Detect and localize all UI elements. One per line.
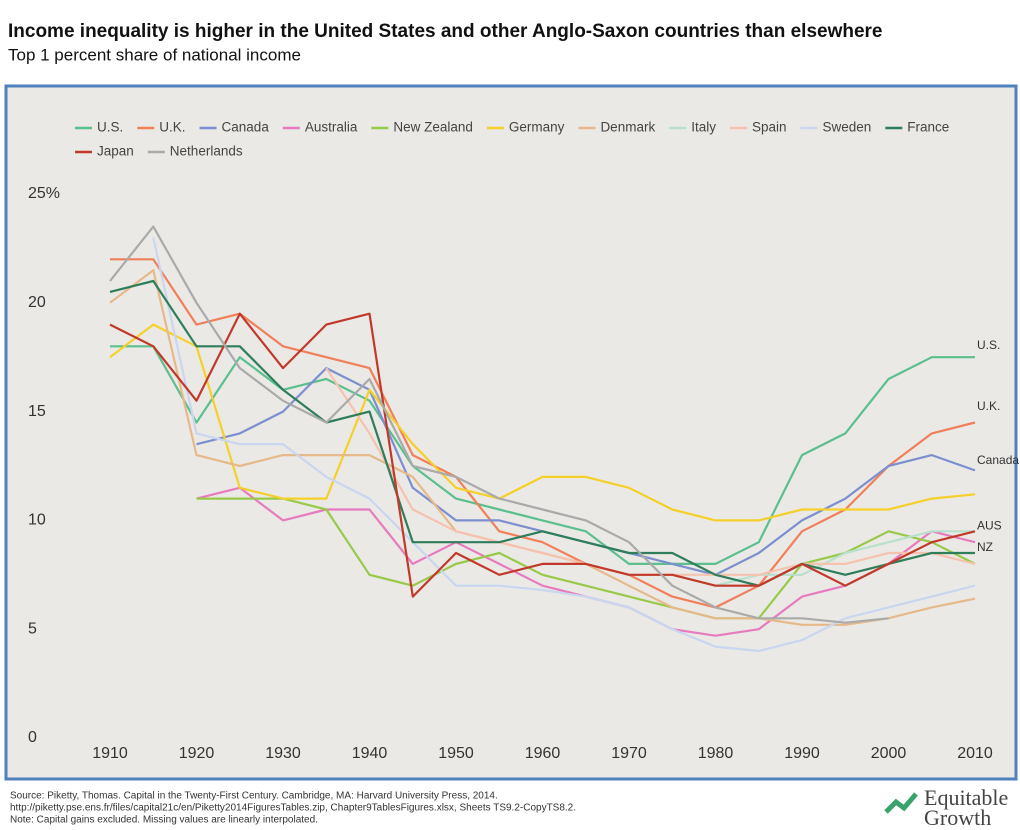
source-note: http://piketty.pse.ens.fr/files/capital2… bbox=[10, 803, 576, 814]
legend-label: Spain bbox=[752, 120, 787, 135]
legend-item: Spain bbox=[729, 120, 787, 135]
series-line bbox=[109, 323, 976, 522]
logo-text: Equitable bbox=[924, 785, 1008, 810]
annotation: Canada bbox=[977, 453, 1019, 467]
legend-item: Canada bbox=[199, 120, 270, 135]
series-line bbox=[110, 345, 975, 565]
legend-label: Japan bbox=[97, 144, 134, 159]
x-tick-label: 1920 bbox=[179, 745, 215, 762]
chart-subtitle: Top 1 percent share of national income bbox=[8, 45, 301, 64]
legend-label: Italy bbox=[691, 120, 716, 135]
x-tick-label: 1970 bbox=[611, 745, 647, 762]
y-tick-label: 0 bbox=[28, 729, 37, 746]
legend-label: France bbox=[907, 120, 949, 135]
legend-item: New Zealand bbox=[371, 120, 473, 135]
legend-item: Japan bbox=[75, 144, 134, 159]
chart-title: Income inequality is higher in the Unite… bbox=[8, 21, 883, 42]
y-tick-label: 5 bbox=[28, 620, 37, 637]
logo: Equitable Growth bbox=[884, 785, 1008, 830]
x-tick-label: 1940 bbox=[352, 745, 388, 762]
legend-label: Netherlands bbox=[170, 144, 243, 159]
x-tick-label: 2000 bbox=[871, 745, 907, 762]
legend-item: U.S. bbox=[75, 120, 123, 135]
legend-item: Italy bbox=[669, 120, 716, 135]
x-tick-label: 1930 bbox=[265, 745, 301, 762]
series-line bbox=[109, 225, 889, 624]
series-line bbox=[109, 279, 975, 587]
legend-item: Denmark bbox=[578, 120, 655, 135]
legend-label: Canada bbox=[222, 120, 270, 135]
source-note: Source: Piketty, Thomas. Capital in the … bbox=[10, 791, 498, 802]
x-tick-label: 2010 bbox=[957, 745, 993, 762]
legend-item: U.K. bbox=[137, 120, 186, 135]
legend-label: Sweden bbox=[823, 120, 872, 135]
legend-label: New Zealand bbox=[393, 120, 473, 135]
series-line bbox=[110, 258, 976, 609]
annotation: AUS bbox=[977, 518, 1002, 532]
x-tick-label: 1910 bbox=[92, 745, 128, 762]
logo-icon bbox=[884, 792, 918, 814]
series-line bbox=[109, 312, 976, 598]
y-tick-label: 20 bbox=[28, 294, 46, 311]
x-tick-label: 1990 bbox=[784, 745, 820, 762]
legend-label: U.K. bbox=[159, 120, 185, 135]
x-tick-label: 1950 bbox=[438, 745, 474, 762]
annotation: U.K. bbox=[977, 399, 1000, 413]
legend-label: Germany bbox=[509, 120, 565, 135]
y-tick-label: 10 bbox=[28, 512, 46, 529]
x-tick-label: 1960 bbox=[525, 745, 561, 762]
legend-item: Australia bbox=[282, 120, 358, 135]
source-note: Note: Capital gains excluded. Missing va… bbox=[10, 815, 318, 826]
legend-item: Sweden bbox=[800, 120, 872, 135]
x-tick-label: 1980 bbox=[698, 745, 734, 762]
legend-label: Denmark bbox=[600, 120, 655, 135]
y-tick-label: 25% bbox=[28, 185, 60, 202]
chart-background bbox=[4, 84, 1018, 781]
y-tick-label: 15 bbox=[28, 403, 46, 420]
legend-label: U.S. bbox=[97, 120, 123, 135]
annotation: NZ bbox=[977, 540, 993, 554]
logo-text: Growth bbox=[924, 805, 991, 830]
legend-item: France bbox=[885, 120, 949, 135]
legend-label: Australia bbox=[305, 120, 358, 135]
legend-item: Netherlands bbox=[147, 144, 243, 159]
annotation: U.S. bbox=[977, 338, 1000, 352]
legend-item: Germany bbox=[486, 120, 565, 135]
